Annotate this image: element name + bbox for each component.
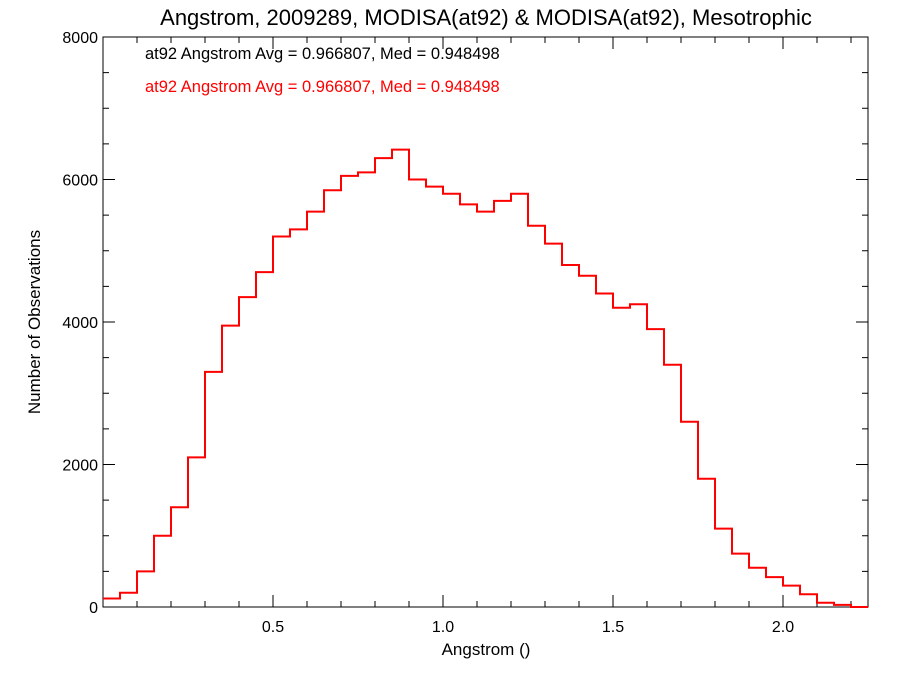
x-tick-label: 0.5	[262, 619, 284, 636]
y-axis-ticks: 0 2000 4000 6000 8000	[62, 30, 868, 617]
plot-frame	[102, 36, 869, 608]
annotation-red: at92 Angstrom Avg = 0.966807, Med = 0.94…	[145, 78, 500, 96]
chart-title: Angstrom, 2009289, MODISA(at92) & MODISA…	[160, 5, 812, 30]
y-tick-label: 2000	[62, 458, 98, 475]
x-axis-label: Angstrom ()	[442, 640, 531, 659]
histogram-series	[103, 148, 868, 608]
y-tick-label: 6000	[62, 173, 98, 190]
x-axis-ticks: 0.5 1.0 1.5 2.0	[136, 37, 852, 636]
y-tick-label: 4000	[62, 315, 98, 332]
y-tick-label: 8000	[62, 30, 98, 47]
x-tick-label: 1.0	[432, 619, 454, 636]
series-layer	[103, 148, 868, 608]
x-tick-label: 1.5	[602, 619, 624, 636]
y-tick-label: 0	[89, 600, 98, 617]
y-axis-label: Number of Observations	[25, 230, 44, 414]
x-tick-label: 2.0	[772, 619, 794, 636]
annotation-black: at92 Angstrom Avg = 0.966807, Med = 0.94…	[145, 45, 500, 63]
